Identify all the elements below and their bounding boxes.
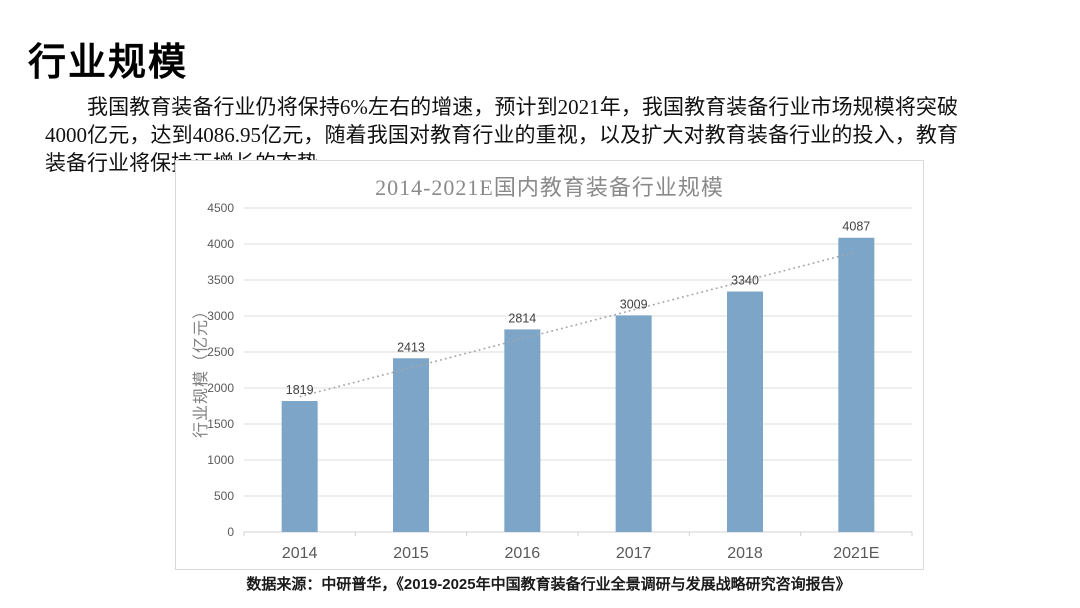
trend-line	[299, 251, 857, 398]
chart-panel: 2014-2021E国内教育装备行业规模 0 500 1000 1500 2000 250…	[175, 160, 924, 570]
bar	[838, 237, 875, 532]
y-tick-label: 1500	[207, 417, 234, 431]
x-axis-label: 2018	[727, 545, 763, 562]
bar-chart: 0 500 1000 1500 2000 2500 3000 3500 4000 4500 1819…	[192, 201, 913, 562]
bar-value-label: 3340	[731, 274, 759, 288]
bar	[615, 315, 652, 532]
chart-title: 2014-2021E国内教育装备行业规模	[375, 175, 724, 200]
bar	[727, 291, 763, 532]
y-tick-label: 2500	[207, 345, 234, 359]
y-tick-label: 3000	[207, 309, 234, 323]
y-tick-label: 0	[227, 525, 234, 539]
y-tick-label: 500	[214, 489, 234, 503]
bar	[393, 358, 429, 532]
bar	[504, 329, 541, 532]
bar-value-label: 2413	[397, 340, 425, 354]
bar-value-label: 2814	[508, 311, 536, 325]
x-axis-label: 2014	[282, 545, 318, 562]
y-tick-label: 4000	[207, 237, 234, 251]
x-axis-label: 2016	[505, 545, 541, 562]
bar-value-label: 3009	[620, 297, 648, 311]
y-tick-label: 1000	[207, 453, 234, 467]
x-axis-label: 2015	[393, 545, 429, 562]
x-axis-label: 2017	[616, 545, 652, 562]
y-tick-label: 4500	[207, 201, 234, 215]
bar	[281, 401, 318, 532]
y-axis-title: 行业规模（亿元）	[192, 302, 210, 438]
page-title: 行业规模	[28, 42, 189, 85]
source-caption: 数据来源：中研普华，《2019-2025年中国教育装备行业全景调研与发展战略研究…	[246, 576, 851, 593]
y-tick-label: 3500	[207, 273, 234, 287]
bar-value-label: 1819	[286, 383, 314, 397]
x-axis-label: 2021E	[833, 545, 879, 562]
bar-value-label: 4087	[842, 220, 870, 234]
y-tick-label: 2000	[207, 381, 234, 395]
body-paragraph: 我国教育装备行业仍将保持6%左右的增速，预计到2021年，我国教育装备行业市场规…	[45, 95, 958, 175]
